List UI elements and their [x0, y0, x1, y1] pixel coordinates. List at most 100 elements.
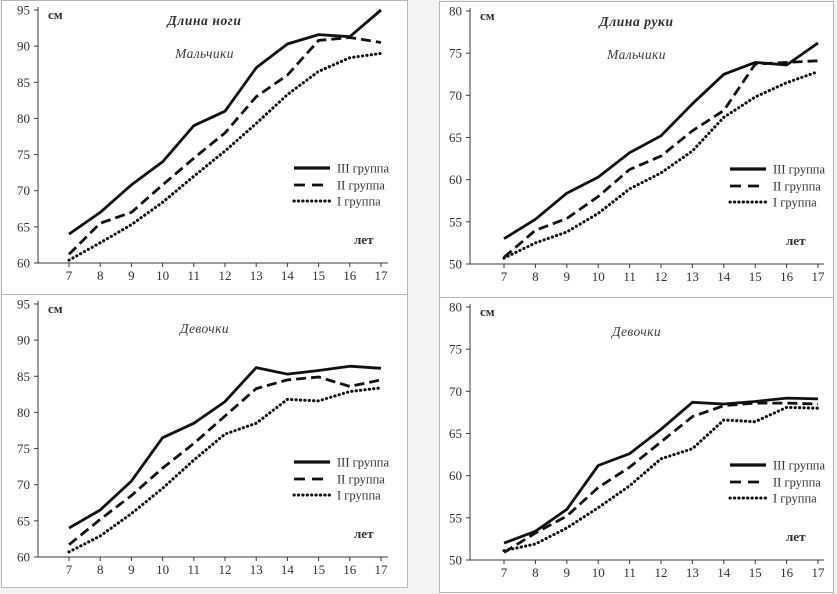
- x-tick-label: 14: [717, 269, 731, 284]
- y-tick-label: 60: [449, 172, 462, 187]
- y-tick-label: 65: [17, 219, 30, 234]
- x-axis-unit-label: лет: [786, 529, 806, 544]
- x-tick-label: 9: [128, 562, 135, 577]
- legend-label: I группа: [337, 489, 381, 503]
- y-tick-label: 70: [449, 384, 462, 399]
- x-tick-label: 16: [780, 269, 794, 284]
- arm-length-boys-chart-canvas: 80 75 70 65 60 55 50 7 8 9 10 11 12 13 14 15 16 17 III гру…: [449, 4, 826, 285]
- x-tick-label: 16: [780, 565, 794, 580]
- x-tick-label: 8: [532, 269, 539, 284]
- legend-label: II группа: [773, 476, 821, 490]
- x-tick-label: 10: [592, 565, 605, 580]
- series-line-dotted: [502, 70, 820, 260]
- chart-subtitle: Мальчики: [175, 46, 234, 61]
- x-tick-label: 12: [219, 268, 232, 283]
- chart-leg-length-boys: 95 90 85 80 75 70 65 60 7 8 9 10 11 12 13 14 15 16 17 III г…: [2, 1, 407, 295]
- chart-subtitle: Девочки: [612, 324, 661, 339]
- legend-label: I группа: [337, 195, 381, 209]
- y-axis-unit-label: см: [480, 8, 495, 23]
- legend-label: I группа: [773, 196, 817, 210]
- y-tick-label: 75: [449, 342, 462, 357]
- series-line-dashed: [68, 36, 382, 256]
- legend-label: III группа: [773, 163, 825, 177]
- legend-label: I группа: [773, 492, 817, 506]
- x-tick-label: 8: [97, 562, 104, 577]
- series-line-solid: [503, 396, 819, 545]
- x-axis-unit-label: лет: [786, 233, 806, 248]
- chart-arm-length-boys: 80 75 70 65 60 55 50 7 8 9 10 11 12 13 14 15 16 17 III гру…: [440, 2, 833, 298]
- x-tick-label: 17: [812, 269, 826, 284]
- series-line-dashed: [503, 401, 819, 554]
- y-tick-label: 55: [449, 510, 462, 525]
- chart-subtitle: Мальчики: [607, 47, 666, 62]
- y-tick-label: 85: [17, 369, 30, 384]
- legend-label: II группа: [337, 179, 385, 193]
- x-tick-label: 13: [686, 269, 699, 284]
- x-tick-label: 8: [97, 268, 104, 283]
- y-tick-label: 60: [17, 550, 30, 565]
- chart-leg-length-girls: 95 90 85 80 75 70 65 60 7 8 9 10 11 12 13 14 15 16 17 III г…: [2, 295, 407, 588]
- x-tick-label: 17: [812, 565, 826, 580]
- x-tick-label: 12: [655, 565, 668, 580]
- x-tick-label: 15: [749, 269, 762, 284]
- x-tick-label: 14: [281, 268, 295, 283]
- y-tick-label: 50: [449, 257, 462, 272]
- x-tick-label: 17: [375, 562, 389, 577]
- chart-subtitle: Девочки: [180, 321, 229, 336]
- y-axis-unit-label: см: [48, 301, 63, 316]
- chart-title: Длина руки: [599, 14, 674, 29]
- y-tick-label: 75: [449, 46, 462, 61]
- y-tick-label: 90: [17, 39, 30, 54]
- x-tick-label: 7: [66, 562, 73, 577]
- y-tick-label: 70: [449, 88, 462, 103]
- y-tick-label: 80: [449, 4, 462, 19]
- x-tick-label: 13: [686, 565, 699, 580]
- chart-title: Длина ноги: [167, 13, 242, 28]
- legend-label: II группа: [773, 180, 821, 194]
- x-tick-label: 11: [623, 269, 636, 284]
- y-axis-unit-label: см: [48, 7, 63, 22]
- x-tick-label: 9: [564, 269, 571, 284]
- x-tick-label: 12: [655, 269, 668, 284]
- x-tick-label: 10: [592, 269, 605, 284]
- arm-length-girls-chart-canvas: 80 75 70 65 60 55 50 7 8 9 10 11 12 13 14 15 16 17 III гру…: [449, 300, 826, 581]
- x-tick-label: 14: [717, 565, 731, 580]
- legend-label: II группа: [337, 473, 385, 487]
- y-tick-label: 70: [17, 477, 30, 492]
- x-tick-label: 11: [623, 565, 636, 580]
- x-tick-label: 15: [312, 562, 325, 577]
- x-tick-label: 7: [501, 565, 508, 580]
- y-tick-label: 70: [17, 183, 30, 198]
- y-tick-label: 75: [17, 147, 30, 162]
- x-tick-label: 7: [501, 269, 508, 284]
- x-tick-label: 16: [343, 562, 357, 577]
- y-tick-label: 60: [17, 256, 30, 271]
- y-tick-label: 65: [17, 513, 30, 528]
- y-tick-label: 75: [17, 441, 30, 456]
- y-tick-label: 85: [17, 75, 30, 90]
- y-tick-label: 80: [449, 300, 462, 315]
- series-line-dotted: [67, 51, 383, 262]
- x-tick-label: 13: [250, 562, 263, 577]
- y-tick-label: 55: [449, 214, 462, 229]
- series-line-solid: [503, 41, 819, 240]
- x-tick-label: 13: [250, 268, 263, 283]
- y-tick-label: 80: [17, 405, 30, 420]
- x-tick-label: 16: [343, 268, 357, 283]
- x-tick-label: 17: [375, 268, 389, 283]
- series-line-solid: [68, 364, 382, 530]
- x-tick-label: 10: [156, 562, 169, 577]
- x-tick-label: 12: [219, 562, 232, 577]
- y-tick-label: 90: [17, 333, 30, 348]
- y-tick-label: 65: [449, 426, 462, 441]
- x-tick-label: 14: [281, 562, 295, 577]
- x-axis-unit-label: лет: [354, 232, 374, 247]
- x-tick-label: 15: [312, 268, 325, 283]
- x-tick-label: 15: [749, 565, 762, 580]
- x-tick-label: 7: [66, 268, 73, 283]
- y-tick-label: 95: [17, 297, 30, 312]
- series-line-dotted: [502, 405, 820, 553]
- legend-label: III группа: [773, 459, 825, 473]
- x-tick-label: 11: [188, 268, 201, 283]
